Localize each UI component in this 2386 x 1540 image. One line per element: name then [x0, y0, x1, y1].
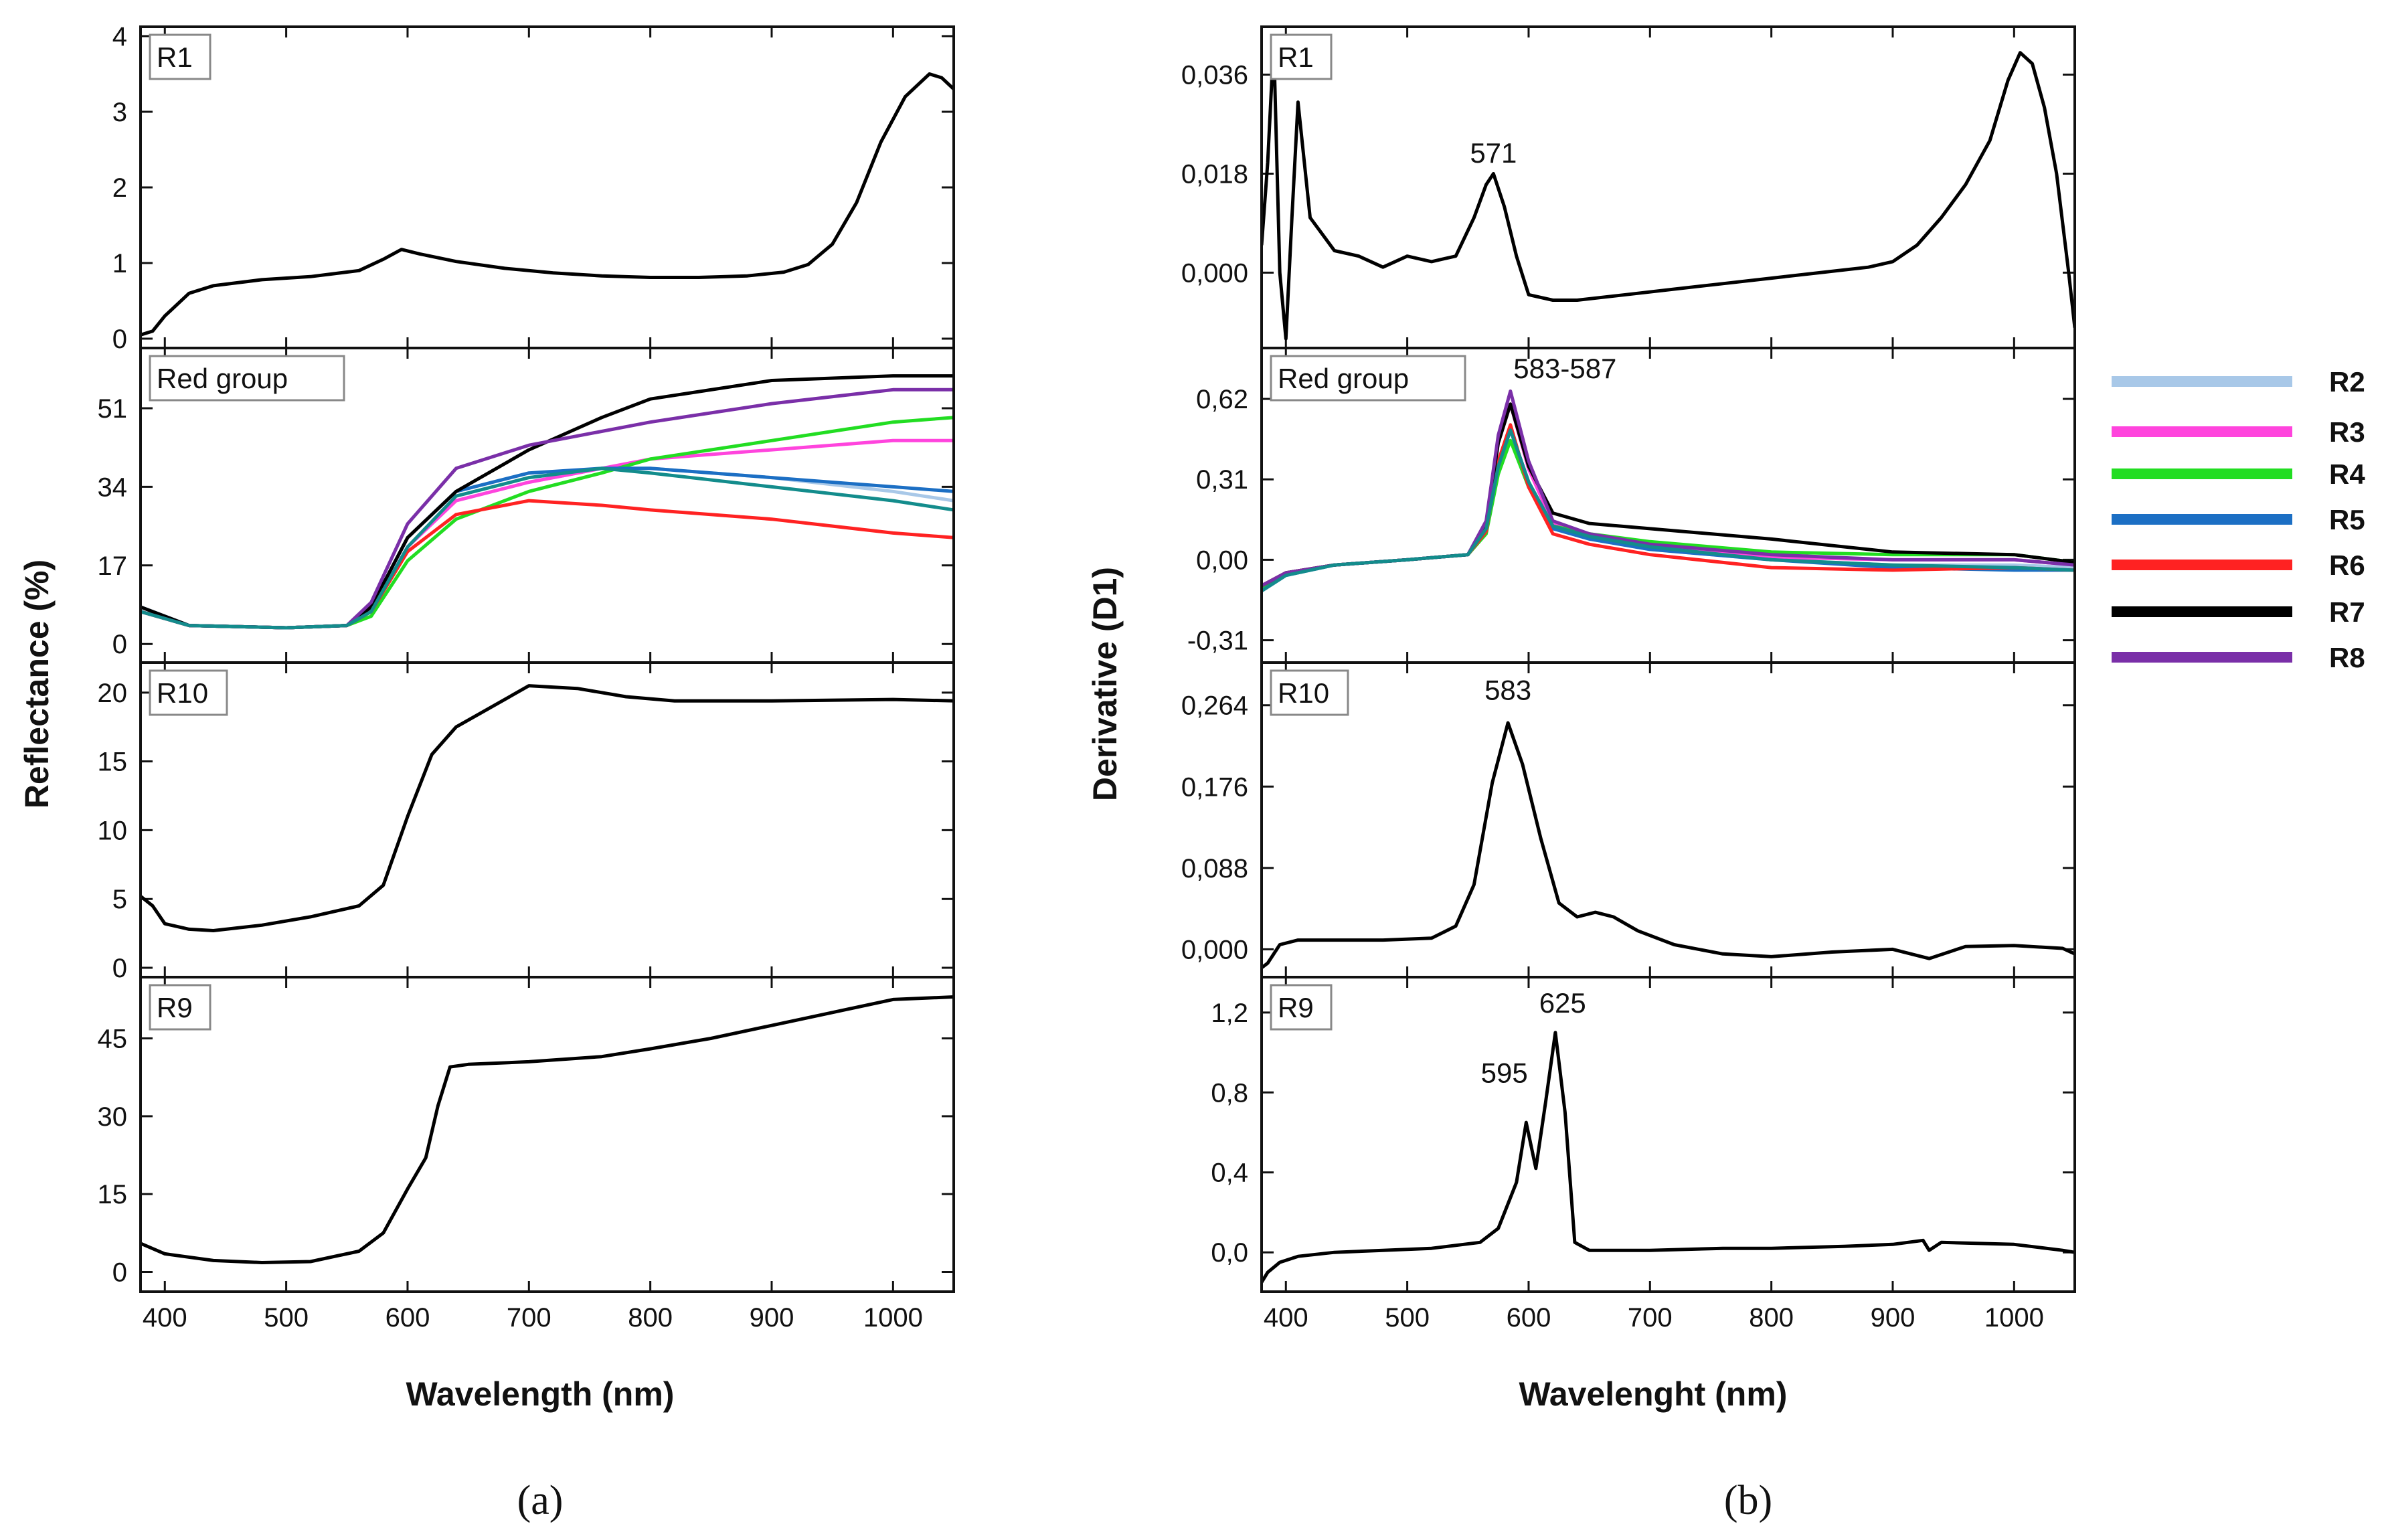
- b-panel-3-label-box: [1270, 669, 1349, 716]
- b-panel-3-ytick-label: 0,264: [1181, 691, 1248, 721]
- b-panel-1-ytick-label: 0,000: [1181, 258, 1248, 288]
- b-panel-1-series-r1: [1263, 39, 2073, 341]
- b-panel-4-label: R9: [1278, 992, 1314, 1023]
- a-panel-3-label-box: [149, 669, 228, 716]
- a-panel-1-label: R1: [157, 41, 193, 73]
- a-panel-1-series-r1: [142, 72, 952, 337]
- b-panel-2-label: Red group: [1278, 363, 1409, 394]
- a-panel-4-ytick-label: 30: [98, 1102, 128, 1132]
- b-panel-4-ytick-label: 0,8: [1211, 1078, 1248, 1108]
- b-panel-3-ytick-label: 0,088: [1181, 854, 1248, 883]
- b-panel-2-ytick-label: 0,00: [1196, 545, 1248, 575]
- chart-b: Derivative (D1) Wavelenght (nm) (b) 0,00…: [1086, 25, 2076, 1523]
- a-panel-1-ytick-label: 1: [112, 249, 127, 278]
- b-panel-1-annotation: 571: [1470, 137, 1517, 169]
- b-panel-1-ytick-label: 0,036: [1181, 61, 1248, 90]
- a-panel-3-series-r10: [142, 684, 952, 932]
- chart-b-xlabel: Wavelenght (nm): [1519, 1375, 1788, 1413]
- a-panel-4-label-box: [149, 984, 211, 1031]
- a-panel-1-ytick-label: 3: [112, 98, 127, 127]
- b-panel-2-ytick-label: 0,62: [1196, 385, 1248, 414]
- b-panel-1-ytick-label: 0,018: [1181, 159, 1248, 189]
- b-xtick-label: 800: [1749, 1303, 1794, 1333]
- b-panel-3-series-r10: [1263, 721, 2073, 969]
- a-panel-1-ytick-label: 0: [112, 325, 127, 354]
- b-panel-1-label: R1: [1278, 41, 1314, 73]
- a-panel-2-ytick-label: 0: [112, 630, 127, 659]
- legend-label-r5: R5: [2329, 504, 2365, 535]
- a-panel-4-series-r9: [142, 995, 952, 1264]
- a-panel-1-ytick-label: 2: [112, 173, 127, 203]
- b-panel-2-label-box: [1270, 355, 1466, 402]
- b-panel-1-label-box: [1270, 33, 1333, 80]
- legend-label-r8: R8: [2329, 642, 2365, 673]
- a-panel-4-frame: [139, 976, 955, 1293]
- a-xtick-label: 700: [507, 1303, 551, 1333]
- b-panel-4-frame: [1260, 976, 2076, 1293]
- legend-label-r6: R6: [2329, 549, 2365, 581]
- legend-label-r3: R3: [2329, 416, 2365, 448]
- a-xtick-label: 1000: [863, 1303, 923, 1333]
- b-panel-2-series-r9-teal: [1263, 428, 2073, 592]
- a-xtick-label: 500: [264, 1303, 309, 1333]
- b-xtick-label: 600: [1507, 1303, 1551, 1333]
- a-panel-3-ytick-label: 0: [112, 954, 127, 983]
- legend-label-r7: R7: [2329, 596, 2365, 628]
- a-panel-1-label-box: [149, 33, 211, 80]
- a-xtick-label: 600: [386, 1303, 430, 1333]
- b-panel-4-label-box: [1270, 984, 1333, 1031]
- a-panel-3-ytick-label: 15: [98, 748, 128, 777]
- a-xtick-label: 900: [750, 1303, 794, 1333]
- chart-b-ylabel: Derivative (D1): [1086, 567, 1124, 801]
- b-panel-3-ytick-label: 0,176: [1181, 772, 1248, 802]
- a-panel-2-label-box: [149, 355, 345, 402]
- subfigure-label-b: (b): [1724, 1478, 1772, 1523]
- a-panel-3-ytick-label: 20: [98, 679, 128, 708]
- b-panel-3-ytick-label: 0,000: [1181, 935, 1248, 964]
- chart-a: Reflectance (%) Wavelength (nm) (a) 0 1 2 3…: [18, 22, 955, 1523]
- b-panel-2-annotation: 583-587: [1513, 353, 1616, 384]
- a-panel-2-ytick-label: 34: [98, 473, 128, 502]
- b-panel-4-ytick-label: 0,4: [1211, 1159, 1248, 1188]
- b-panel-4-annotation: 595: [1481, 1057, 1528, 1088]
- a-xtick-label: 800: [628, 1303, 673, 1333]
- b-panel-4-ytick-label: 1,2: [1211, 999, 1248, 1028]
- a-panel-3-ytick-label: 10: [98, 816, 128, 845]
- a-panel-2-ytick-label: 51: [98, 394, 128, 424]
- b-panel-4-annotation: 625: [1539, 987, 1586, 1019]
- b-xtick-label: 1000: [1984, 1303, 2044, 1333]
- a-panel-1-ytick-label: 4: [112, 22, 127, 52]
- legend-label-r2: R2: [2329, 366, 2365, 398]
- b-xtick-label: 400: [1264, 1303, 1308, 1333]
- subfigure-label-a: (a): [517, 1478, 564, 1523]
- a-panel-4-ytick-label: 0: [112, 1258, 127, 1287]
- a-panel-4-ytick-label: 15: [98, 1180, 128, 1209]
- a-panel-2-label: Red group: [157, 363, 288, 394]
- b-panel-4-ytick-label: 0,0: [1211, 1238, 1248, 1268]
- chart-a-xlabel: Wavelength (nm): [406, 1375, 675, 1413]
- legend-label-r4: R4: [2329, 458, 2365, 490]
- b-panel-2-ytick-label: -0,31: [1187, 626, 1248, 656]
- b-panel-3-label: R10: [1278, 677, 1329, 709]
- b-xtick-label: 700: [1628, 1303, 1673, 1333]
- b-panel-4-series-r9: [1263, 1031, 2073, 1284]
- legend: R2 R3 R4 R5 R6 R7 R8: [2112, 366, 2365, 673]
- b-panel-2-ytick-label: 0,31: [1196, 465, 1248, 495]
- a-xtick-label: 400: [143, 1303, 187, 1333]
- a-panel-3-label: R10: [157, 677, 208, 709]
- a-panel-2-series-r9-teal: [142, 466, 952, 630]
- a-panel-4-ytick-label: 45: [98, 1025, 128, 1054]
- b-xtick-label: 900: [1871, 1303, 1915, 1333]
- a-panel-3-ytick-label: 5: [112, 885, 127, 914]
- b-panel-3-annotation: 583: [1484, 674, 1531, 705]
- a-panel-4-label: R9: [157, 992, 193, 1023]
- b-xtick-label: 500: [1385, 1303, 1430, 1333]
- a-panel-2-ytick-label: 17: [98, 551, 128, 581]
- chart-a-ylabel: Reflectance (%): [18, 560, 56, 808]
